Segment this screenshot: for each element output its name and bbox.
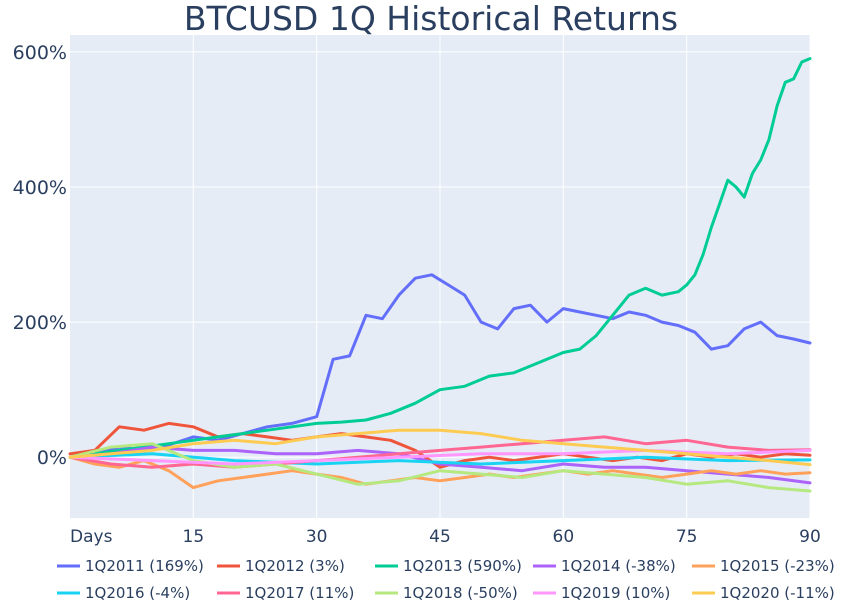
legend-label: 1Q2015 (-23%) [720,557,835,575]
y-tick-label: 400% [13,177,67,199]
x-axis-ticks: Days 15 30 45 60 75 90 [70,527,821,547]
series-line-3 [68,445,812,485]
legend-item[interactable]: 1Q2016 (-4%) [57,584,190,602]
x-tick-label: 60 [553,527,575,547]
x-tick-label: Days [70,527,113,547]
y-axis-ticks: 0% 200% 400% 600% [13,42,67,469]
legend-item[interactable]: 1Q2014 (-38%) [533,557,676,575]
series-line-6 [68,435,812,469]
legend-item[interactable]: 1Q2018 (-50%) [375,584,518,602]
legend-label: 1Q2017 (11%) [245,584,354,602]
x-tick-label: 15 [183,527,205,547]
legend-label: 1Q2019 (10%) [561,584,670,602]
legend-item[interactable]: 1Q2019 (10%) [533,584,670,602]
legend-label: 1Q2020 (-11%) [720,584,835,602]
legend-item[interactable]: 1Q2013 (590%) [375,557,522,575]
legend-item[interactable]: 1Q2012 (3%) [217,557,345,575]
series-line-8 [68,448,812,466]
series-line-4 [68,455,812,490]
x-tick-label: 90 [799,527,821,547]
legend-label: 1Q2016 (-4%) [85,584,190,602]
y-tick-label: 0% [37,447,67,469]
x-tick-label: 30 [306,527,328,547]
series-line-2 [68,57,812,459]
series-line-7 [68,442,812,493]
y-tick-label: 200% [13,312,67,334]
legend-item[interactable]: 1Q2017 (11%) [217,584,354,602]
x-tick-label: 75 [676,527,698,547]
series-lines [68,57,812,493]
y-tick-label: 600% [13,42,67,64]
legend-item[interactable]: 1Q2020 (-11%) [692,584,835,602]
legend-label: 1Q2013 (590%) [403,557,522,575]
legend-item[interactable]: 1Q2015 (-23%) [692,557,835,575]
series-line-5 [68,452,812,466]
legend-label: 1Q2011 (169%) [85,557,204,575]
legend-item[interactable]: 1Q2011 (169%) [57,557,204,575]
legend-label: 1Q2012 (3%) [245,557,345,575]
x-tick-label: 45 [429,527,451,547]
legend-label: 1Q2014 (-38%) [561,557,676,575]
series-line-9 [68,428,812,467]
chart-title: BTCUSD 1Q Historical Returns [184,0,678,38]
legend-label: 1Q2018 (-50%) [403,584,518,602]
legend[interactable]: 1Q2011 (169%) 1Q2012 (3%) 1Q2013 (590%) 1Q2… [57,557,835,602]
